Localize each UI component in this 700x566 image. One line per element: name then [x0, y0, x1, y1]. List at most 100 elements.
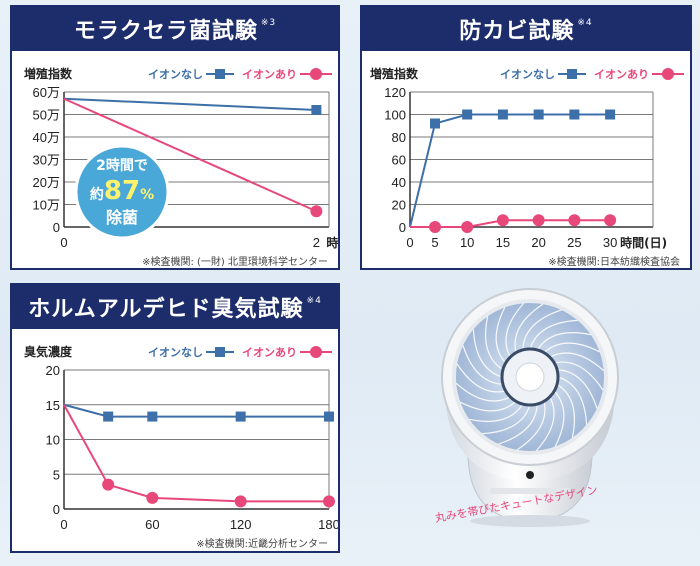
data-point	[324, 411, 334, 422]
y-tick-label: 40	[392, 175, 406, 190]
x-tick-label: 10	[460, 235, 474, 250]
moraxella-test-panel: モラクセラ菌試験※3 0 10万 20万 30万 40万 50万 60万 0 2 時間(時間) 増殖…	[10, 5, 340, 270]
y-tick-label: 40万	[33, 130, 60, 145]
title-note: ※3	[260, 18, 277, 28]
data-point	[235, 411, 246, 422]
badge-value: 87	[104, 176, 140, 206]
data-point	[429, 221, 442, 233]
chart-title: モラクセラ菌試験	[73, 19, 258, 44]
legend-label: イオンなし	[500, 68, 555, 81]
fan-grill-line	[529, 319, 578, 350]
x-tick-label: 30	[603, 235, 617, 250]
fan-grill-line	[472, 329, 503, 378]
data-point	[146, 491, 159, 504]
y-tick-label: 0	[53, 502, 60, 517]
fan-grill-line	[484, 316, 504, 371]
x-axis-label: 時間(日)	[620, 235, 667, 250]
formaldehyde-chart: 05101520060120180時間(分)臭気濃度イオンなしイオンあり※検査機…	[24, 344, 338, 550]
data-point	[605, 109, 616, 120]
panel-title: ホルムアルデヒド臭気試験 ※4	[12, 285, 338, 329]
badge-line3: 除菌	[106, 208, 138, 227]
fan-grill-line	[495, 307, 507, 364]
y-tick-label: 15	[46, 398, 60, 413]
source-note: ※検査機関:近畿分析センター	[196, 537, 328, 550]
fan-grill-line	[553, 390, 565, 447]
mold-test-panel: 防カビ試験 ※4 0 20 40 60 80 100 120 0 5 10 15 20 25 30 時間(日)…	[360, 5, 692, 270]
fan-grill-line	[456, 363, 506, 393]
data-point	[604, 214, 617, 227]
legend-label: イオンなし	[148, 346, 203, 359]
y-tick-label: 10	[46, 433, 60, 448]
chart-title: ホルムアルデヒド臭気試験	[28, 297, 304, 322]
fan-grill-line	[462, 345, 503, 385]
legend-marker	[310, 346, 322, 358]
fan-grill-line	[482, 404, 531, 435]
fan-grill-line	[557, 376, 588, 425]
fan-grill-line	[498, 404, 538, 445]
x-tick-label: 2	[313, 235, 320, 250]
y-tick-label: 0	[53, 220, 60, 235]
badge-prefix: 約	[90, 186, 104, 203]
data-point	[103, 411, 114, 422]
data-point	[461, 221, 474, 233]
x-tick-label: 20	[531, 235, 545, 250]
data-point	[532, 214, 545, 227]
data-point	[497, 109, 508, 120]
source-note: ※検査機関: (一財) 北里環境科学センター	[142, 255, 328, 268]
x-tick-label: 0	[60, 517, 67, 532]
fan-grill-line	[535, 396, 555, 452]
legend-marker	[215, 69, 225, 79]
y-tick-label: 60万	[33, 85, 60, 100]
formaldehyde-test-panel: ホルムアルデヒド臭気試験※4 05101520060120180時間(分)臭気濃…	[10, 283, 340, 553]
title-note: ※4	[306, 296, 322, 306]
legend-marker	[662, 68, 674, 80]
y-axis-label: 増殖指数	[370, 66, 419, 81]
data-point	[496, 214, 509, 227]
source-note: ※検査機関:日本紡織検査協会	[548, 255, 680, 268]
fan-grill-line	[455, 382, 511, 402]
y-tick-label: 0	[399, 220, 406, 235]
moraxella-chart: 0 10万 20万 30万 40万 50万 60万 0 2 時間(時間) 増殖指数 イオンなし イオンあ…	[24, 66, 338, 268]
legend-marker	[215, 347, 225, 357]
data-point	[310, 205, 323, 218]
fan-grill-line	[514, 303, 544, 353]
fan-grill-line	[557, 369, 598, 409]
data-point	[568, 214, 581, 227]
x-tick-label: 120	[230, 517, 252, 532]
fan-grill-line	[536, 331, 591, 351]
fan-grill-line	[543, 342, 600, 354]
y-tick-label: 10万	[33, 198, 60, 213]
data-point	[102, 478, 115, 491]
badge-line1: 2時間で	[96, 157, 148, 174]
series-line	[63, 97, 317, 111]
y-tick-label: 120	[384, 85, 406, 100]
data-point	[533, 109, 544, 120]
y-tick-label: 30万	[33, 153, 60, 168]
fan-grill-line	[460, 400, 517, 412]
fan-product-image	[441, 288, 619, 527]
data-point	[323, 495, 335, 508]
data-point	[234, 495, 247, 508]
x-tick-label: 15	[496, 235, 510, 250]
panel-title: 防カビ試験 ※4	[362, 7, 690, 51]
x-tick-label: 180	[318, 517, 338, 532]
x-axis-label: 時間(時間)	[326, 235, 338, 250]
badge-circle	[74, 144, 170, 240]
x-tick-label: 5	[431, 235, 438, 250]
fan-grill-line	[556, 383, 576, 438]
fan-grill-line	[505, 302, 525, 358]
x-tick-label: 0	[406, 235, 413, 250]
fan-grill-line	[549, 352, 605, 372]
panel-title: モラクセラ菌試験 ※3	[12, 7, 338, 51]
data-point	[462, 109, 473, 120]
fan-grill-line	[554, 361, 604, 391]
y-tick-label: 5	[53, 467, 60, 482]
data-point	[311, 105, 322, 115]
mold-chart: 0 20 40 60 80 100 120 0 5 10 15 20 25 30 時間(日) 増殖指数 イオンな…	[370, 66, 684, 268]
y-tick-label: 80	[392, 130, 406, 145]
y-tick-label: 20万	[33, 175, 60, 190]
x-tick-label: 0	[60, 235, 67, 250]
badge-line2: 約87%	[90, 176, 154, 206]
series-line	[409, 113, 611, 228]
